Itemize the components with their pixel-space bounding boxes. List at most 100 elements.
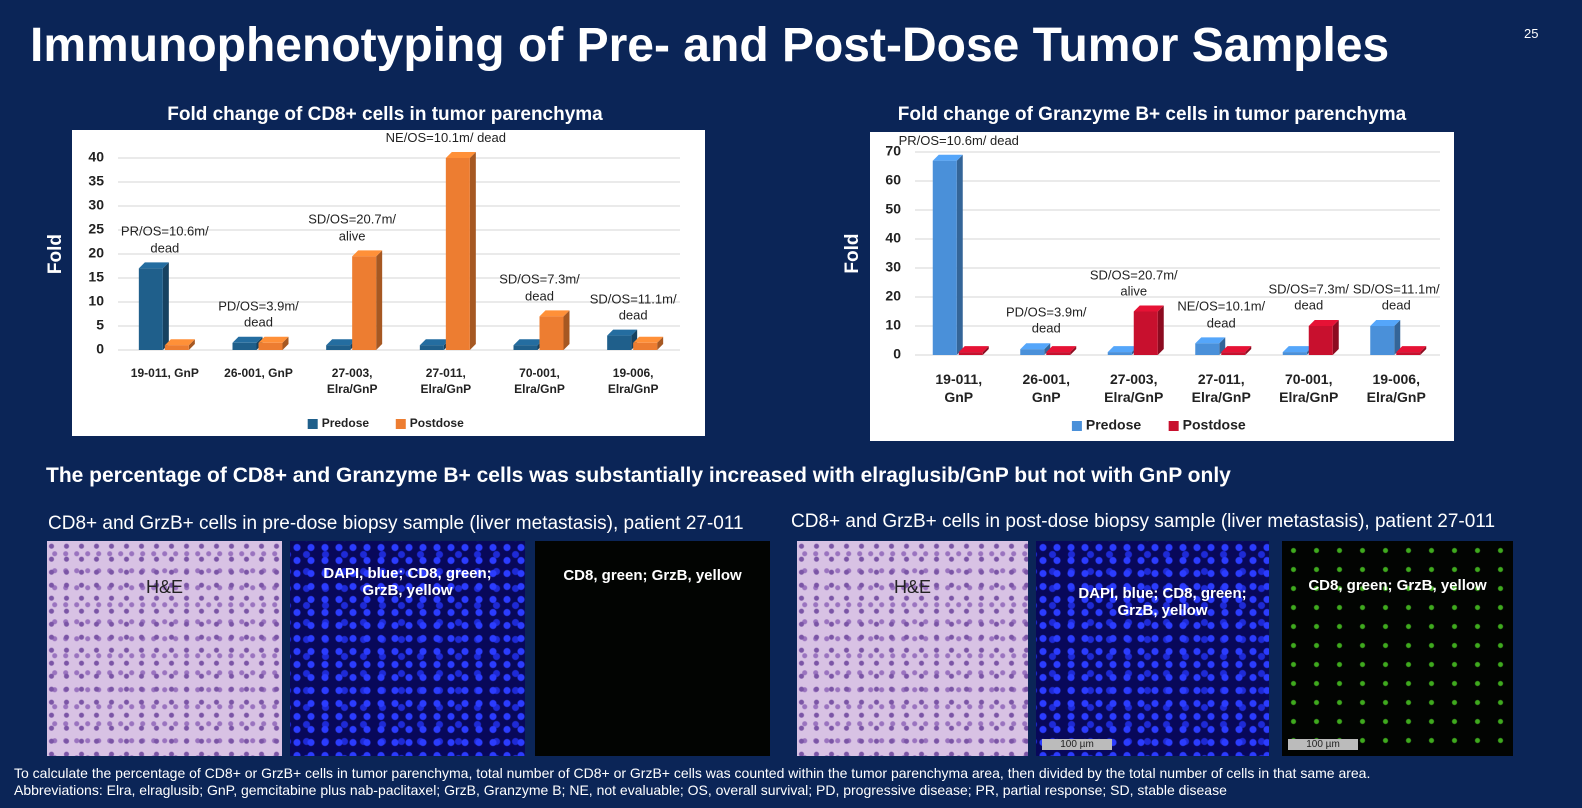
image-label: H&E: [145, 577, 183, 597]
bar-front: [326, 345, 351, 350]
bar-top: [138, 262, 169, 269]
bar-top: [326, 339, 357, 346]
x-tick-label: 70-001, Elra/GnP: [514, 366, 565, 396]
bar-side: [982, 346, 989, 355]
legend-label: Predose: [322, 416, 370, 430]
bar: [138, 262, 169, 350]
x-tick-label: 27-003, Elra/GnP: [1104, 371, 1164, 406]
bar: [633, 336, 664, 350]
bar-side: [1394, 320, 1401, 355]
y-tick-label: 60: [885, 172, 901, 188]
bar: [1046, 346, 1077, 355]
bar-side: [1332, 320, 1339, 355]
annotation: NE/OS=10.1m/ dead: [1177, 298, 1266, 331]
bar-front: [232, 342, 257, 350]
bar: [932, 154, 963, 355]
bar-side: [1157, 305, 1164, 355]
y-tick-label: 20: [885, 288, 901, 304]
chart-box: [72, 130, 705, 436]
x-tick-label: 19-006, Elra/GnP: [1366, 371, 1426, 406]
y-tick-label: 15: [88, 269, 104, 285]
footnote: To calculate the percentage of CD8+ or G…: [14, 765, 1371, 781]
scale-bar: 100 µm: [1042, 739, 1112, 750]
he-image: H&E: [797, 541, 1028, 756]
scale-bar: 100 µm: [1288, 739, 1358, 750]
annotation: SD/OS=7.3m/ dead: [499, 271, 580, 304]
bar-side: [469, 152, 476, 350]
y-tick-label: 40: [885, 230, 901, 246]
bar-top: [633, 336, 664, 343]
x-tick-label: 19-006, Elra/GnP: [607, 366, 659, 396]
bar-side: [376, 250, 383, 350]
annotation: PD/OS=3.9m/ dead: [218, 298, 299, 330]
bar-side: [657, 336, 664, 350]
legend-swatch: [307, 419, 318, 429]
bar: [1308, 320, 1339, 355]
he-image: H&E: [47, 541, 282, 756]
bar-top: [164, 339, 195, 346]
x-tick-label: 19-011, GnP: [130, 366, 199, 380]
legend-swatch: [395, 419, 406, 429]
bar: [513, 339, 544, 350]
y-tick-label: 0: [893, 346, 901, 362]
bar-front: [1370, 326, 1395, 355]
bar-top: [419, 339, 450, 346]
bar-top: [1046, 346, 1077, 353]
bar-front: [419, 345, 444, 350]
y-tick-label: 30: [88, 197, 104, 213]
legend-label: Postdose: [1183, 417, 1246, 433]
bar-side: [956, 154, 963, 355]
fluorescence-image: CD8, green; GrzB, yellow: [535, 541, 770, 756]
y-tick-label: 5: [96, 317, 104, 333]
bar-front: [352, 256, 377, 350]
image-label: CD8, green; GrzB, yellow: [1308, 577, 1487, 594]
bar-side: [1245, 346, 1252, 355]
bar: [1370, 320, 1401, 355]
bar-top: [1133, 305, 1164, 312]
annotation: PD/OS=3.9m/ dead: [1005, 304, 1087, 336]
footnote: Abbreviations: Elra, elraglusib; GnP, ge…: [14, 782, 1227, 798]
image-label: DAPI, blue; CD8, green; GrzB, yellow: [1078, 585, 1247, 619]
legend-label: Predose: [1086, 417, 1141, 433]
annotation: PR/OS=10.6m/ dead: [120, 223, 209, 256]
image-label: H&E: [893, 577, 931, 597]
bar-top: [258, 336, 289, 343]
bar-front: [1396, 352, 1421, 355]
bar-front: [258, 342, 283, 350]
y-tick-label: 50: [885, 201, 901, 217]
y-tick-label: 10: [885, 317, 901, 333]
bar-top: [513, 339, 544, 346]
bar-front: [164, 345, 189, 350]
y-tick-label: 10: [88, 293, 104, 309]
bar-top: [539, 310, 570, 317]
y-tick-label: 35: [88, 173, 104, 189]
bar-side: [1044, 343, 1051, 355]
image-label: CD8, green; GrzB, yellow: [563, 567, 742, 584]
bar-side: [1420, 346, 1427, 355]
x-tick-label: 27-011, Elra/GnP: [420, 366, 472, 396]
bar-side: [162, 262, 169, 350]
annotation: SD/OS=11.1m/ dead: [1352, 281, 1440, 313]
bar-side: [1219, 337, 1226, 355]
bar: [607, 329, 638, 350]
summary: The percentage of CD8+ and Granzyme B+ c…: [46, 464, 1231, 487]
bar-front: [1308, 326, 1333, 355]
bar-top: [932, 154, 963, 161]
bar-top: [1221, 346, 1252, 353]
bar-front: [1046, 352, 1071, 355]
bar-front: [1133, 311, 1158, 355]
annotation: SD/OS=20.7m/ alive: [308, 211, 397, 244]
x-tick-label: 19-011, GnP: [935, 371, 983, 406]
bar-top: [1195, 337, 1226, 344]
bar: [326, 339, 357, 350]
bar: [958, 346, 989, 355]
annotation: NE/OS=10.1m/ dead: [385, 129, 506, 145]
bar: [1221, 346, 1252, 355]
legend-swatch: [1168, 421, 1179, 431]
bar-front: [138, 268, 163, 350]
bar-front: [1221, 352, 1246, 355]
y-tick-label: 40: [88, 149, 104, 165]
bar: [539, 310, 570, 350]
